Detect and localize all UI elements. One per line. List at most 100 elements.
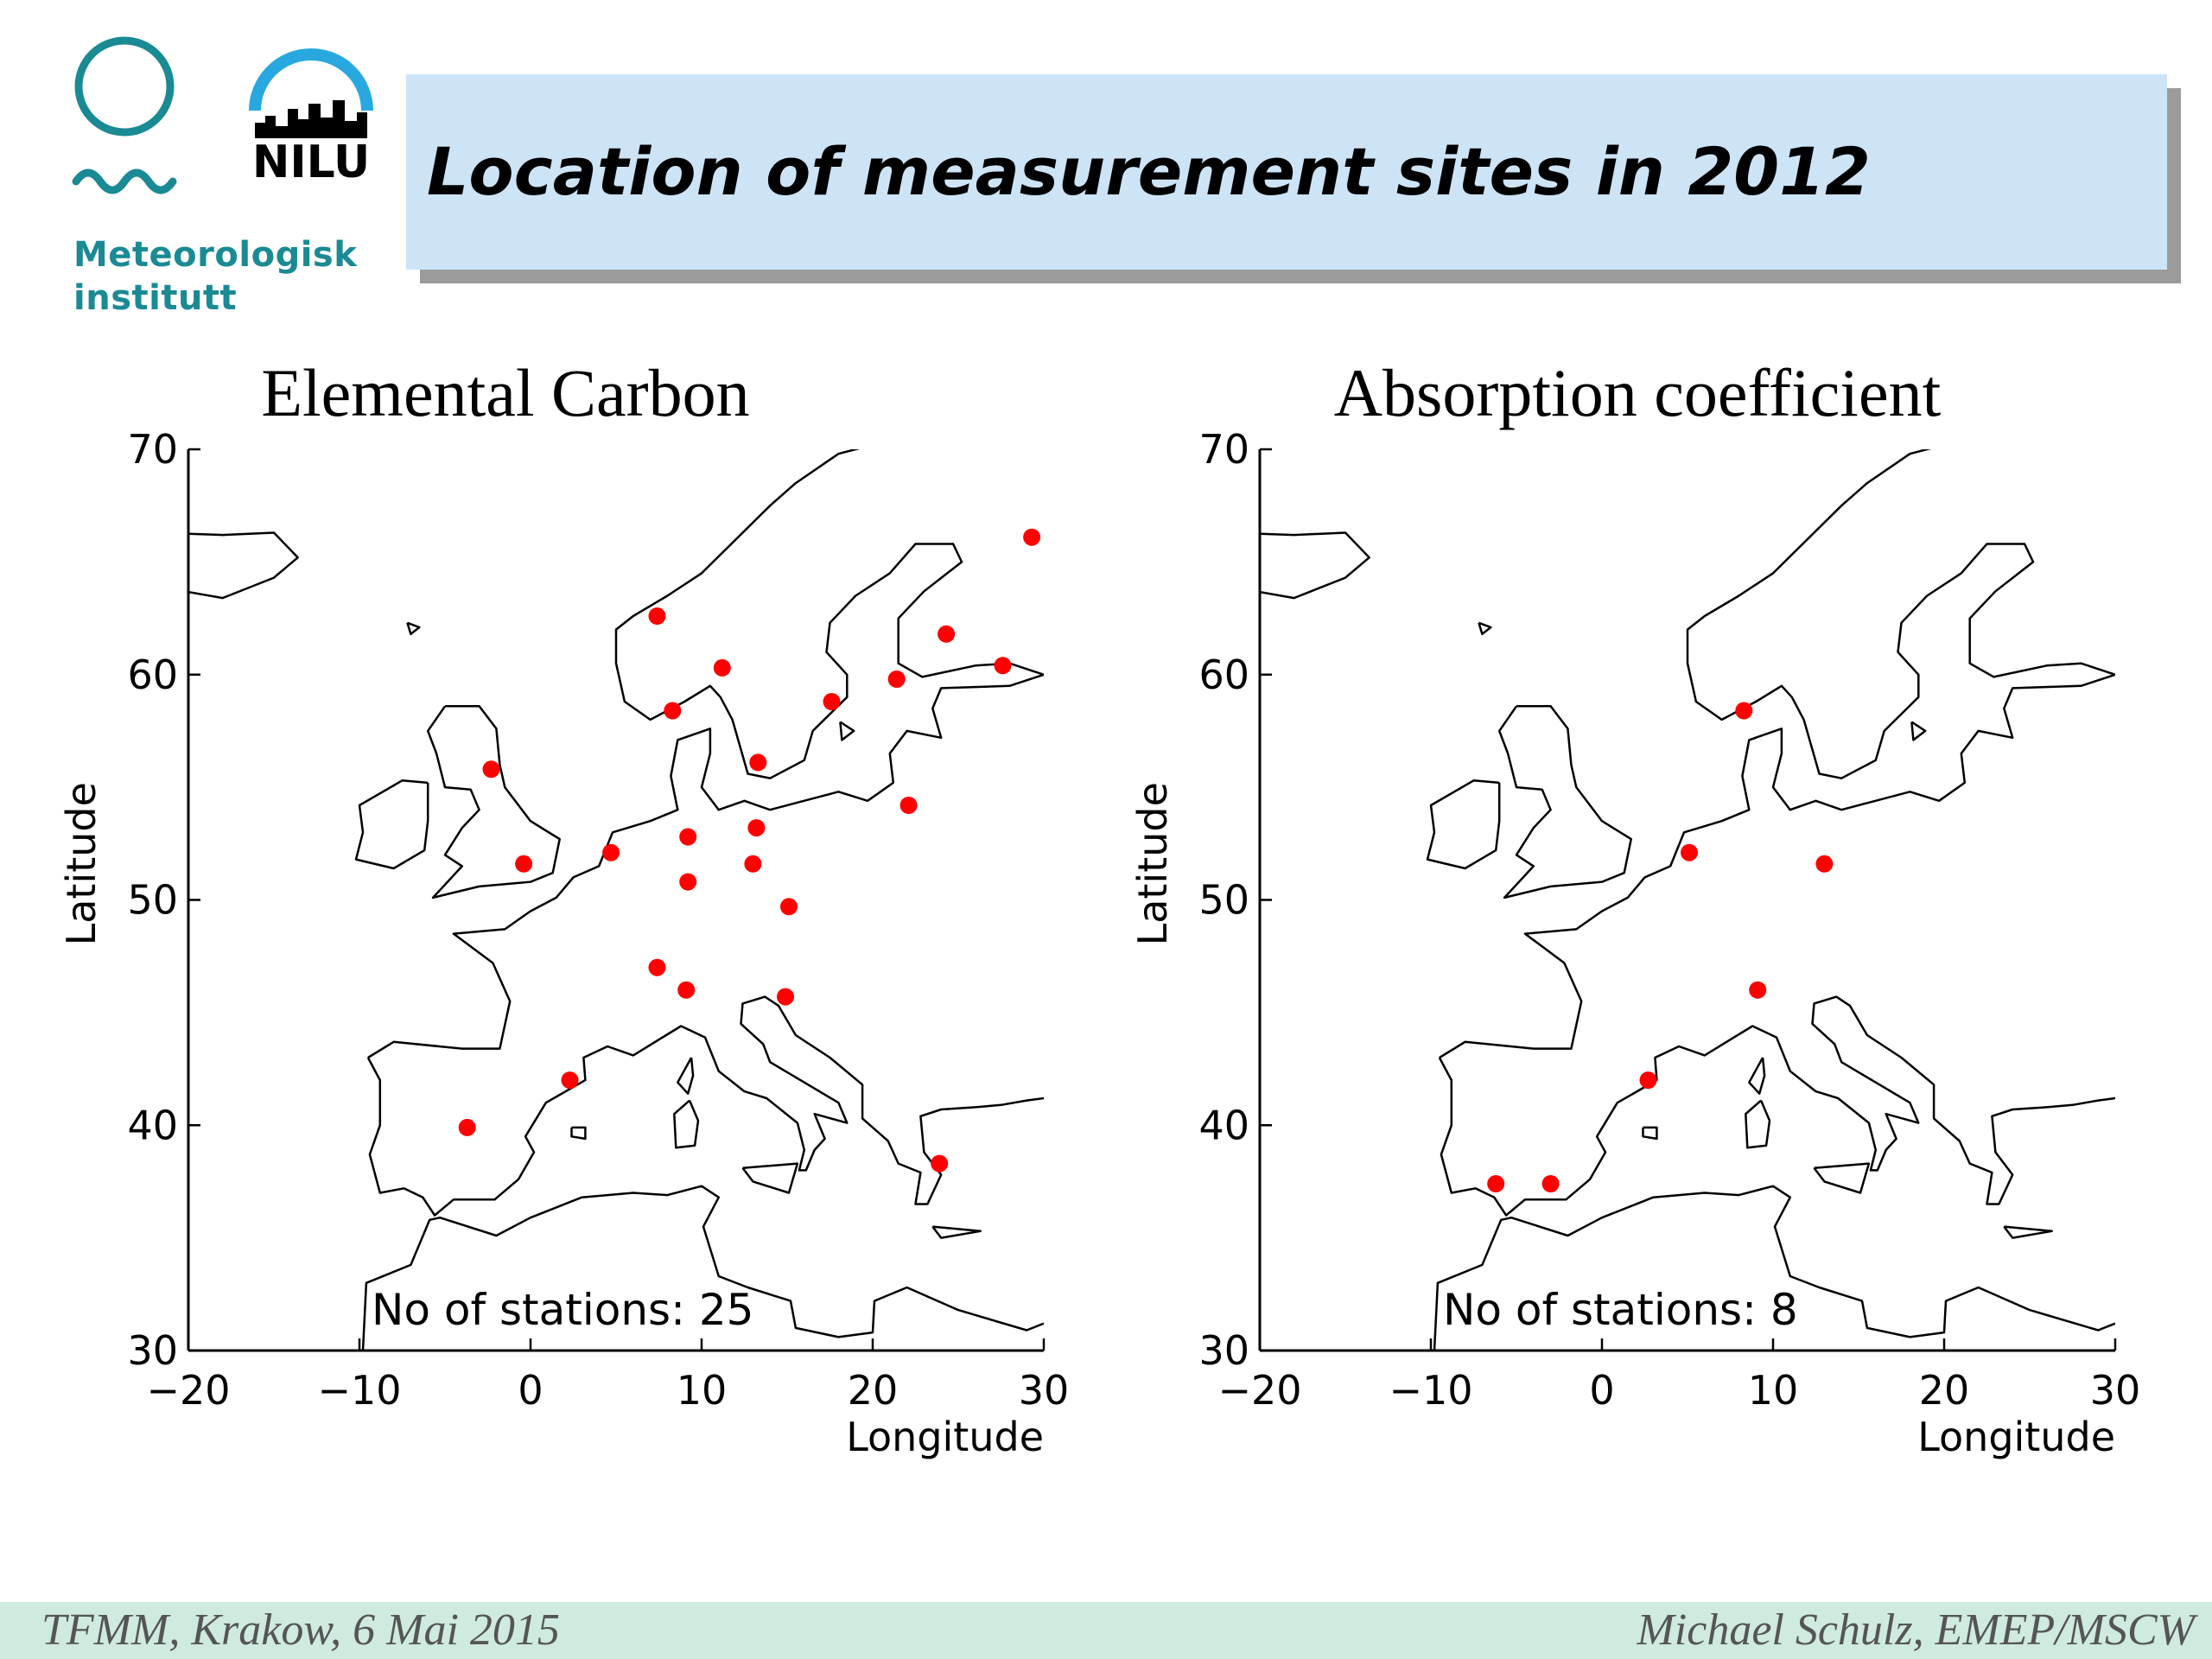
coastline [1260,531,1370,600]
station-marker [664,702,682,720]
met-logo-mark-icon [72,36,177,194]
station-marker [602,843,620,861]
coastline [1438,995,2115,1217]
x-axis-label: Longitude [1917,1414,2115,1460]
y-tick-label: 70 [1198,432,1249,473]
y-axis-label: Latitude [1129,782,1176,945]
chart-absorption-coefficient: −20 −10 0 10 20 30 30 40 50 60 70 Longitude Latitu… [1129,432,2177,1460]
coastline [931,1225,982,1239]
x-axis-label: Longitude [846,1414,1044,1460]
x-tick-label: 30 [1019,1367,1070,1414]
coastline [839,721,855,741]
station-markers [458,528,1041,1173]
station-marker [482,760,500,779]
coastline [2003,1225,2053,1239]
footer-event: TFMM, Krakow, 6 Mai 2015 [41,1605,560,1655]
station-count-annotation: No of stations: 25 [372,1285,753,1335]
coastline [1745,1099,1771,1149]
station-marker [1749,981,1767,999]
station-marker [679,828,697,846]
y-tick-label: 50 [127,877,178,924]
station-markers [1487,702,1834,1192]
coastline [741,1162,799,1194]
y-tick-label: 40 [127,1102,178,1148]
coastline [1813,1162,1871,1194]
y-tick-label: 50 [1198,877,1249,924]
axes [1258,449,2115,1352]
y-tick-label: 70 [127,432,178,473]
station-marker [938,625,956,643]
station-marker [515,855,533,873]
coastline [2115,445,2177,472]
x-tick-label: 20 [848,1367,899,1414]
station-marker [561,1071,579,1090]
tick-labels: −20 −10 0 10 20 30 30 40 50 60 70 [127,432,1069,1414]
x-tick-label: 10 [1748,1367,1799,1414]
coastline-map [188,445,1106,1351]
y-tick-label: 60 [127,652,178,698]
y-tick-label: 30 [127,1327,178,1374]
coastline [1433,1185,2115,1351]
footer-bar: TFMM, Krakow, 6 Mai 2015 Michael Schulz,… [0,1602,2212,1659]
x-tick-label: −10 [317,1367,401,1414]
nilu-logo: NILU [246,43,376,194]
coastline [367,449,1044,1059]
coastline [1044,445,1106,472]
y-tick-label: 60 [1198,652,1249,698]
tick-labels: −20 −10 0 10 20 30 30 40 50 60 70 [1198,432,2140,1414]
x-tick-label: 30 [2090,1367,2141,1414]
coastline [1439,449,2115,1059]
station-marker [777,988,794,1006]
station-marker [887,671,906,688]
coastline [677,1057,695,1095]
coastline [570,1126,587,1141]
y-tick-label: 40 [1198,1102,1249,1148]
station-marker [458,1118,476,1136]
station-marker [1735,702,1753,720]
footer-author: Michael Schulz, EMEP/MSCW [1637,1605,2195,1655]
station-count-annotation: No of stations: 8 [1443,1285,1798,1335]
coastline [406,621,421,636]
chart-title-elemental-carbon: Elemental Carbon [261,355,750,430]
coastline [354,779,429,870]
station-marker [713,658,731,677]
x-tick-label: 0 [1589,1367,1614,1414]
station-marker [1023,528,1041,546]
station-marker [1815,855,1834,873]
coastline [1497,705,1632,899]
axes [187,449,1044,1352]
station-marker [648,958,666,976]
coastline [366,995,1044,1217]
x-tick-label: 20 [1919,1367,1970,1414]
station-marker [899,797,918,814]
station-marker [823,693,841,710]
y-axis-label: Latitude [58,782,105,945]
station-marker [679,873,697,891]
station-marker [1639,1071,1657,1090]
station-marker [744,855,762,873]
station-marker [931,1154,949,1173]
station-marker [1541,1175,1560,1192]
station-marker [747,819,766,837]
x-tick-label: 10 [677,1367,728,1414]
x-tick-label: 0 [518,1367,543,1414]
coastline [426,705,561,899]
station-marker [994,657,1012,675]
slide-title: Location of measurement sites in 2012 [427,133,1871,210]
coastline [673,1099,700,1149]
nilu-skyline-icon [249,48,373,138]
title-banner: Location of measurement sites in 2012 [406,74,2167,270]
coastline [188,531,299,600]
coastline [1642,1126,1658,1141]
coastline [361,1185,1044,1351]
met-logo-text: Meteorologisk institutt [73,235,358,318]
coastline-map [1260,445,2177,1351]
chart-elemental-carbon: −20 −10 0 10 20 30 30 40 50 60 70 Longitude Latitu… [58,432,1106,1460]
coastline [1910,721,1927,741]
x-tick-label: −20 [146,1367,230,1414]
coastline [1748,1057,1766,1095]
coastline [1426,779,1501,870]
chart-title-absorption-coefficient: Absorption coefficient [1333,355,1942,430]
met-institutt-logo: Meteorologisk institutt [69,35,363,328]
y-tick-label: 30 [1198,1327,1249,1374]
